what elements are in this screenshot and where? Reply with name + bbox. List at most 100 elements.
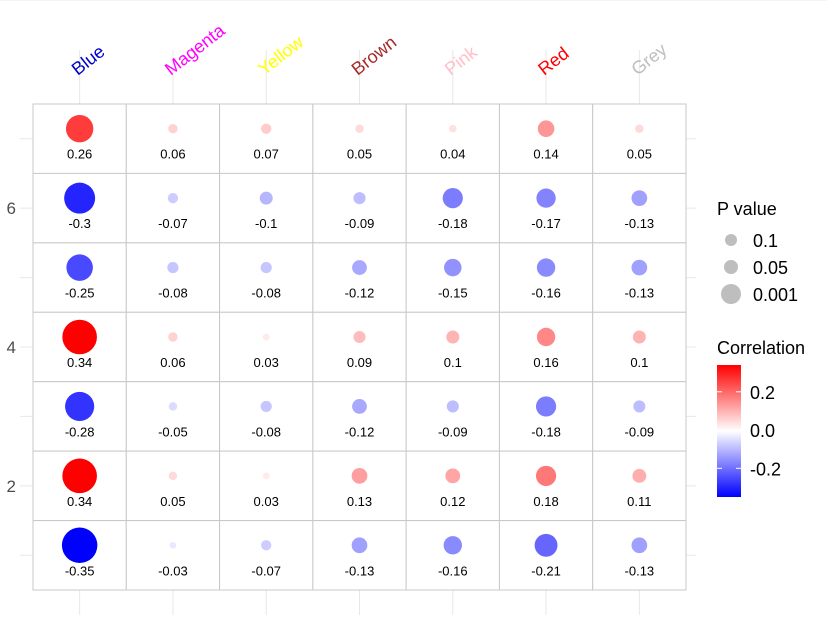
correlation-value-label: -0.3 [68,216,90,231]
column-label-red: Red [534,43,572,79]
cell-tile [125,242,221,313]
correlation-point [262,472,270,480]
color-legend: Correlation 0.2 0.0 -0.2 [717,338,805,497]
cell-tile [312,172,407,244]
correlation-point [537,120,555,138]
y-tick-label: 2 [7,477,16,496]
cell-tile [405,242,500,313]
correlation-value-label: -0.16 [438,563,468,578]
correlation-value-label: -0.05 [158,424,188,439]
correlation-point [445,468,461,484]
cell-tile [405,450,500,522]
correlation-value-label: -0.28 [65,424,95,439]
cell-tile [312,103,407,174]
cell-tile [125,172,221,244]
correlation-point [352,260,367,275]
cell-tile [219,450,314,522]
cell-tile [592,450,687,522]
correlation-value-label: -0.13 [625,563,655,578]
cell-tile [498,242,594,313]
cell-tile [125,520,221,591]
size-legend-key [724,260,738,274]
y-tick-label: 6 [7,199,16,218]
correlation-point [535,465,557,486]
correlation-value-label: 0.34 [67,355,92,370]
correlation-point [65,115,94,143]
correlation-value-label: -0.12 [345,286,375,301]
correlation-value-label: 0.13 [347,494,372,509]
correlation-point [352,399,367,414]
correlation-value-label: -0.13 [345,563,375,578]
size-legend-title: P value [717,199,777,219]
column-label-blue: Blue [68,41,109,79]
correlation-value-label: -0.13 [625,216,655,231]
column-label-grey: Grey [628,39,671,79]
correlation-value-label: 0.12 [440,494,465,509]
correlation-value-label: 0.1 [444,355,462,370]
correlation-point [353,330,366,344]
color-legend-label: 0.2 [750,383,775,403]
correlation-value-label: 0.11 [627,494,651,509]
correlation-point [351,537,368,554]
correlation-value-label: 0.09 [347,355,372,370]
cell-tile [592,520,687,591]
cell-tile [219,381,314,452]
cell-tile [592,103,687,174]
correlation-value-label: 0.1 [630,355,648,370]
correlation-value-label: 0.06 [160,147,185,162]
cell-tile [219,520,314,591]
correlation-point [443,536,462,555]
correlation-value-label: -0.08 [251,286,281,301]
correlation-point [355,124,364,133]
correlation-value-label: -0.08 [251,424,281,439]
correlation-point [442,188,463,209]
correlation-point [536,258,556,277]
correlation-value-label: -0.18 [438,216,468,231]
correlation-point [536,327,556,347]
cell-tile [592,381,687,452]
correlation-point [446,330,460,344]
correlation-value-label: -0.07 [251,563,281,578]
correlation-point [261,540,272,551]
correlation-value-label: 0.34 [67,494,92,509]
correlation-value-label: 0.14 [533,147,558,162]
correlation-value-label: -0.15 [438,286,468,301]
correlation-value-label: -0.35 [65,563,95,578]
cell-tile [312,450,407,522]
size-legend-label: 0.1 [753,231,778,251]
correlation-point [62,458,97,494]
correlation-value-label: -0.09 [345,216,375,231]
cell-tile [219,311,314,383]
correlation-point [169,541,177,549]
correlation-value-label: -0.25 [65,286,95,301]
correlation-value-label: 0.03 [254,494,279,509]
cell-tile [498,311,594,383]
correlation-point [536,188,556,208]
correlation-point [168,332,178,342]
correlation-point [353,192,366,205]
cell-tile [405,520,500,591]
cell-tile [312,520,407,591]
correlation-value-label: 0.05 [627,147,652,162]
y-tick-label: 4 [7,338,16,357]
cell-tile [219,172,314,244]
cell-tile [405,381,500,452]
correlation-value-label: 0.07 [254,147,279,162]
correlation-point [262,333,270,341]
column-label-magenta: Magenta [161,20,229,79]
cell-tile [498,172,594,244]
correlation-point [631,190,648,206]
column-labels: Blue Magenta Yellow Brown Pink Red Grey [68,20,671,79]
color-legend-title: Correlation [717,338,805,358]
correlation-value-label: 0.16 [533,355,558,370]
correlation-value-label: -0.08 [158,286,188,301]
correlation-point [167,261,179,274]
correlation-point [631,259,648,276]
correlation-point [351,468,368,484]
correlation-value-label: -0.18 [531,424,561,439]
color-legend-bar [717,365,741,497]
correlation-value-label: 0.05 [347,147,372,162]
correlation-point [62,319,97,355]
correlation-point [167,192,179,204]
